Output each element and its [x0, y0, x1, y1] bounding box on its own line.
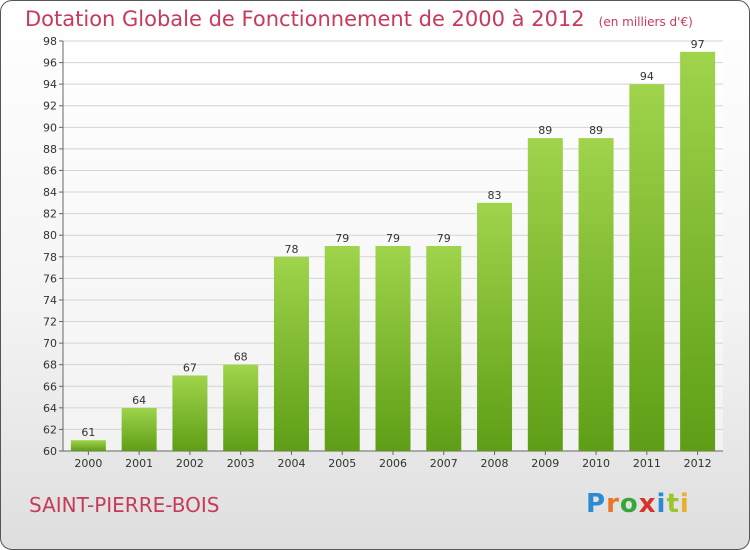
x-tick-label-2011: 2011 [633, 457, 661, 470]
data-label-2011: 94 [640, 70, 654, 83]
y-tick-label: 68 [43, 359, 57, 372]
bar-2010 [578, 138, 614, 451]
y-tick-label: 86 [43, 164, 57, 177]
bar-2004 [273, 256, 309, 451]
x-tick-label-2003: 2003 [227, 457, 255, 470]
y-tick-label: 62 [43, 423, 57, 436]
proxiti-logo: Proxiti [586, 489, 690, 519]
logo-letter: x [638, 489, 657, 519]
x-tick-label-2002: 2002 [176, 457, 204, 470]
bar-2003 [223, 364, 259, 451]
y-tick-label: 98 [43, 35, 57, 48]
x-tick-label-2012: 2012 [684, 457, 712, 470]
bar-2000 [70, 440, 106, 451]
data-label-2007: 79 [437, 232, 451, 245]
x-tick-label-2006: 2006 [379, 457, 407, 470]
chart-title-text: Dotation Globale de Fonctionnement de 20… [25, 7, 585, 31]
bar-2012 [680, 51, 716, 451]
bar-2007 [426, 246, 462, 451]
x-tick-label-2004: 2004 [277, 457, 305, 470]
data-label-2009: 89 [538, 124, 552, 137]
x-tick-label-2008: 2008 [481, 457, 509, 470]
x-tick-label-2007: 2007 [430, 457, 458, 470]
data-label-2012: 97 [691, 38, 705, 51]
y-tick-label: 64 [43, 402, 57, 415]
bar-2002 [172, 375, 208, 451]
data-label-2000: 61 [81, 426, 95, 439]
data-label-2001: 64 [132, 394, 146, 407]
x-tick-label-2000: 2000 [74, 457, 102, 470]
x-tick-label-2010: 2010 [582, 457, 610, 470]
y-tick-label: 80 [43, 229, 57, 242]
chart-unit-note: (en milliers d'€) [598, 15, 693, 29]
bar-2006 [375, 246, 411, 451]
bar-2001 [121, 407, 157, 451]
commune-name: SAINT-PIERRE-BOIS [29, 493, 220, 517]
data-label-2002: 67 [183, 361, 197, 374]
data-label-2010: 89 [589, 124, 603, 137]
y-tick-label: 84 [43, 186, 57, 199]
y-tick-label: 88 [43, 143, 57, 156]
bar-2011 [629, 84, 665, 451]
chart-title: Dotation Globale de Fonctionnement de 20… [25, 7, 693, 31]
x-tick-label-2005: 2005 [328, 457, 356, 470]
logo-letter: t [666, 489, 680, 519]
y-tick-label: 66 [43, 380, 57, 393]
bar-2005 [324, 246, 360, 451]
bar-2009 [527, 138, 563, 451]
data-label-2003: 68 [234, 351, 248, 364]
y-tick-label: 96 [43, 57, 57, 70]
y-tick-label: 76 [43, 272, 57, 285]
y-tick-label: 60 [43, 445, 57, 458]
logo-letter: r [606, 489, 620, 519]
data-label-2008: 83 [488, 189, 502, 202]
data-label-2004: 78 [284, 243, 298, 256]
bar-2008 [477, 202, 513, 451]
y-tick-label: 70 [43, 337, 57, 350]
data-label-2005: 79 [335, 232, 349, 245]
y-tick-label: 82 [43, 208, 57, 221]
y-tick-label: 74 [43, 294, 57, 307]
logo-letter: o [619, 489, 639, 519]
logo-letter: i [656, 489, 667, 519]
x-tick-label-2009: 2009 [531, 457, 559, 470]
y-tick-label: 94 [43, 78, 57, 91]
x-tick-label-2001: 2001 [125, 457, 153, 470]
y-tick-label: 92 [43, 100, 57, 113]
data-label-2006: 79 [386, 232, 400, 245]
y-tick-label: 72 [43, 316, 57, 329]
y-tick-label: 78 [43, 251, 57, 264]
logo-letter: P [586, 489, 607, 519]
logo-letter: i [679, 489, 690, 519]
y-tick-label: 90 [43, 121, 57, 134]
